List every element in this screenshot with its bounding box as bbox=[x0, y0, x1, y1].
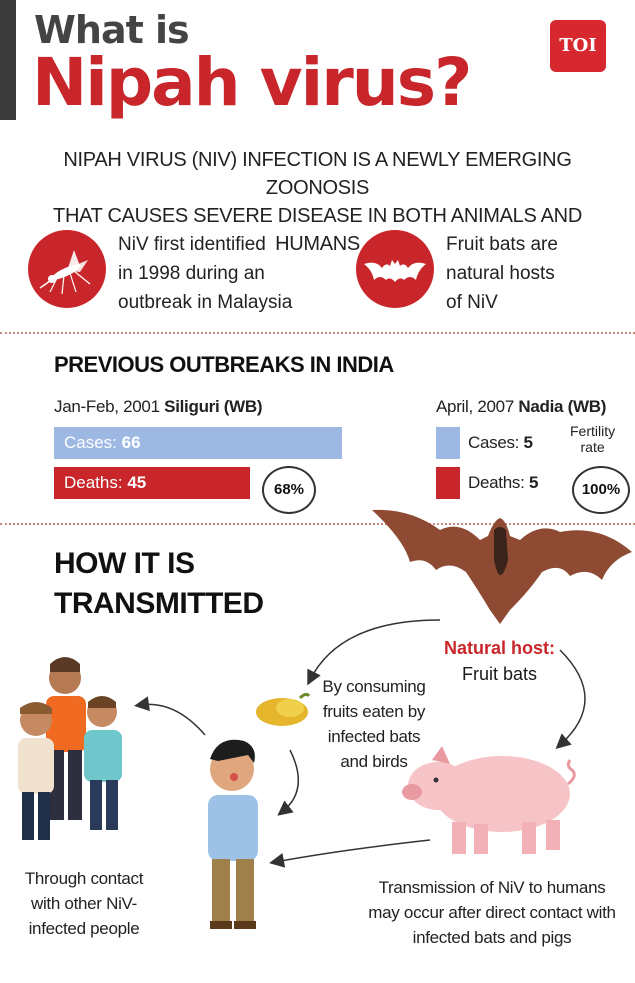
siliguri-cases-bar: Cases: 66 bbox=[54, 427, 342, 459]
siliguri-place: Siliguri (WB) bbox=[164, 397, 263, 416]
title-line-1: What is bbox=[34, 8, 190, 52]
cases-label: Cases: bbox=[64, 433, 117, 452]
nadia-cases: Cases: 5 bbox=[468, 433, 533, 453]
siliguri-deaths-bar: Deaths: 45 bbox=[54, 467, 250, 499]
natural-host-label: Natural host: Fruit bats bbox=[444, 635, 555, 687]
caption-line: Transmission of NiV to humans bbox=[378, 878, 606, 897]
caption-line: with other NiV- bbox=[30, 894, 138, 913]
caption-line: infected people bbox=[28, 919, 140, 938]
divider bbox=[0, 523, 635, 525]
cases-value: 66 bbox=[121, 433, 141, 452]
fact-line: natural hosts bbox=[446, 263, 555, 284]
deaths-value: 5 bbox=[528, 473, 539, 492]
toi-logo[interactable]: TOI bbox=[550, 20, 606, 72]
caption-line: fruits eaten by bbox=[322, 702, 426, 721]
divider bbox=[0, 332, 635, 334]
host-label: Natural host: bbox=[444, 638, 556, 658]
nadia-label: April, 2007 Nadia (WB) bbox=[436, 397, 606, 417]
deaths-label: Deaths: bbox=[64, 473, 123, 492]
fruit-bat-illustration bbox=[370, 500, 635, 635]
caption-line: infected bats bbox=[327, 727, 421, 746]
intro-line-1: NIPAH VIRUS (NIV) INFECTION IS A NEWLY E… bbox=[63, 149, 572, 199]
caption-line: By consuming bbox=[322, 677, 426, 696]
transmission-heading-1: HOW IT IS bbox=[54, 547, 195, 580]
siliguri-fatality-bubble: 68% bbox=[262, 466, 316, 514]
nadia-date: April, 2007 bbox=[436, 397, 514, 416]
fact-malaysia: NiV first identified in 1998 during an o… bbox=[118, 230, 292, 317]
cases-label: Cases: bbox=[468, 433, 520, 452]
fruit-caption: By consuming fruits eaten by infected ba… bbox=[314, 674, 434, 774]
intro-line-2: THAT CAUSES SEVERE DISEASE IN BOTH ANIMA… bbox=[53, 205, 582, 255]
deaths-label: Deaths: bbox=[468, 473, 525, 492]
fact-line: outbreak in Malaysia bbox=[118, 292, 293, 313]
siliguri-label: Jan-Feb, 2001 Siliguri (WB) bbox=[54, 397, 263, 417]
people-caption: Through contact with other NiV- infected… bbox=[10, 866, 158, 941]
siliguri-date: Jan-Feb, 2001 bbox=[54, 397, 160, 416]
accent-bar bbox=[0, 0, 16, 120]
rate-label: Fertility rate bbox=[570, 423, 615, 455]
fact-line: of NiV bbox=[446, 292, 498, 313]
title-line-2: Nipah virus? bbox=[32, 44, 472, 121]
caption-line: infected bats and pigs bbox=[412, 928, 572, 947]
caption-line: and birds bbox=[340, 752, 408, 771]
sick-person-illustration bbox=[188, 735, 278, 940]
intro-text: NIPAH VIRUS (NIV) INFECTION IS A NEWLY E… bbox=[20, 146, 615, 258]
fact-line: Fruit bats are bbox=[446, 234, 558, 255]
people-group-illustration bbox=[10, 650, 140, 855]
rate-line-1: Fertility bbox=[570, 423, 616, 439]
mango-icon bbox=[254, 690, 311, 735]
transmission-heading-2: TRANSMITTED bbox=[54, 587, 264, 620]
pig-caption: Transmission of NiV to humans may occur … bbox=[356, 875, 628, 950]
fact-line: in 1998 during an bbox=[118, 263, 265, 284]
deaths-value: 45 bbox=[127, 473, 147, 492]
fact-bats: Fruit bats are natural hosts of NiV bbox=[446, 230, 558, 317]
cases-value: 5 bbox=[523, 433, 533, 452]
nadia-deaths-swatch bbox=[436, 467, 460, 499]
nadia-place: Nadia (WB) bbox=[518, 397, 607, 416]
nadia-deaths: Deaths: 5 bbox=[468, 473, 538, 493]
transmission-heading: HOW IT IS TRANSMITTED bbox=[54, 544, 264, 624]
outbreaks-heading: PREVIOUS OUTBREAKS IN INDIA bbox=[54, 352, 394, 377]
caption-line: may occur after direct contact with bbox=[368, 903, 616, 922]
fact-line: NiV first identified bbox=[118, 234, 266, 255]
host-value: Fruit bats bbox=[461, 664, 538, 684]
nadia-cases-swatch bbox=[436, 427, 460, 459]
bat-icon bbox=[356, 230, 434, 308]
caption-line: Through contact bbox=[24, 869, 144, 888]
rate-line-2: rate bbox=[580, 439, 605, 455]
mosquito-icon bbox=[28, 230, 106, 308]
nadia-fatality-bubble: 100% bbox=[572, 466, 630, 514]
pig-illustration bbox=[402, 742, 582, 865]
